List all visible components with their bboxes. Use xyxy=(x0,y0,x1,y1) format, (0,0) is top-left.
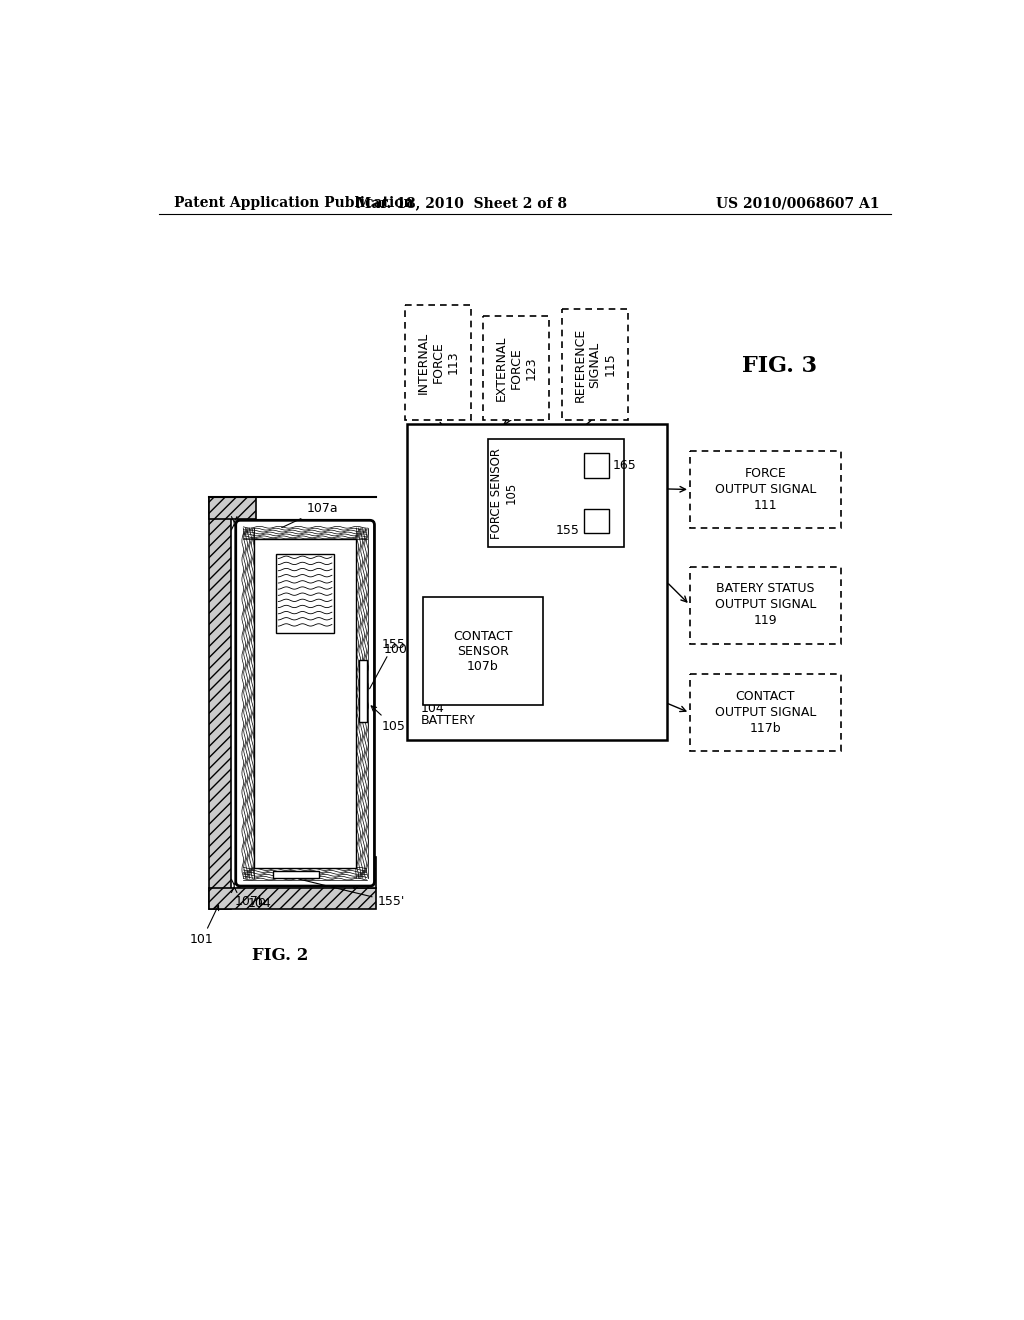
FancyBboxPatch shape xyxy=(407,424,667,739)
Bar xyxy=(209,887,376,909)
Text: CONTACT
SENSOR
107b: CONTACT SENSOR 107b xyxy=(453,630,512,673)
FancyBboxPatch shape xyxy=(254,539,356,867)
Text: Patent Application Publication: Patent Application Publication xyxy=(174,197,414,210)
Bar xyxy=(584,508,608,533)
Bar xyxy=(584,453,608,478)
Text: 165: 165 xyxy=(612,459,636,473)
Bar xyxy=(359,660,367,722)
Text: 155: 155 xyxy=(370,639,406,689)
FancyBboxPatch shape xyxy=(483,317,549,420)
Text: EXTERNAL
FORCE
123: EXTERNAL FORCE 123 xyxy=(495,335,538,401)
Text: 155': 155' xyxy=(299,879,404,908)
FancyBboxPatch shape xyxy=(488,440,624,548)
Text: US 2010/0068607 A1: US 2010/0068607 A1 xyxy=(716,197,880,210)
Text: 107a: 107a xyxy=(282,502,338,528)
Bar xyxy=(209,498,231,909)
Text: FORCE
OUTPUT SIGNAL
111: FORCE OUTPUT SIGNAL 111 xyxy=(715,467,816,512)
Text: FIG. 3: FIG. 3 xyxy=(741,355,816,378)
Text: 100: 100 xyxy=(384,643,408,656)
Text: FORCE SENSOR
105: FORCE SENSOR 105 xyxy=(489,447,518,539)
Bar xyxy=(275,554,334,632)
Text: BATTERY: BATTERY xyxy=(421,714,476,727)
FancyBboxPatch shape xyxy=(690,675,841,751)
FancyBboxPatch shape xyxy=(690,451,841,528)
Text: 104: 104 xyxy=(248,896,272,909)
Text: FIG. 2: FIG. 2 xyxy=(252,946,308,964)
Bar xyxy=(354,857,376,887)
Text: 105: 105 xyxy=(372,706,406,733)
FancyBboxPatch shape xyxy=(236,520,375,886)
FancyBboxPatch shape xyxy=(423,597,543,705)
Text: REFERENCE
SIGNAL
115: REFERENCE SIGNAL 115 xyxy=(573,327,616,401)
Text: CONTACT
OUTPUT SIGNAL
117b: CONTACT OUTPUT SIGNAL 117b xyxy=(715,690,816,735)
FancyBboxPatch shape xyxy=(562,309,628,420)
Bar xyxy=(272,871,319,878)
Bar xyxy=(231,519,376,887)
Text: INTERNAL
FORCE
113: INTERNAL FORCE 113 xyxy=(417,331,460,393)
Text: Mar. 18, 2010  Sheet 2 of 8: Mar. 18, 2010 Sheet 2 of 8 xyxy=(355,197,566,210)
Text: 104: 104 xyxy=(421,702,444,715)
Text: 107b: 107b xyxy=(234,895,266,908)
Bar xyxy=(209,498,256,519)
FancyBboxPatch shape xyxy=(406,305,471,420)
Text: BATERY STATUS
OUTPUT SIGNAL
119: BATERY STATUS OUTPUT SIGNAL 119 xyxy=(715,582,816,627)
Text: 101: 101 xyxy=(190,906,218,946)
FancyBboxPatch shape xyxy=(690,566,841,644)
Text: s: s xyxy=(236,517,242,527)
Text: s': s' xyxy=(236,879,245,890)
Text: 155: 155 xyxy=(556,524,580,537)
